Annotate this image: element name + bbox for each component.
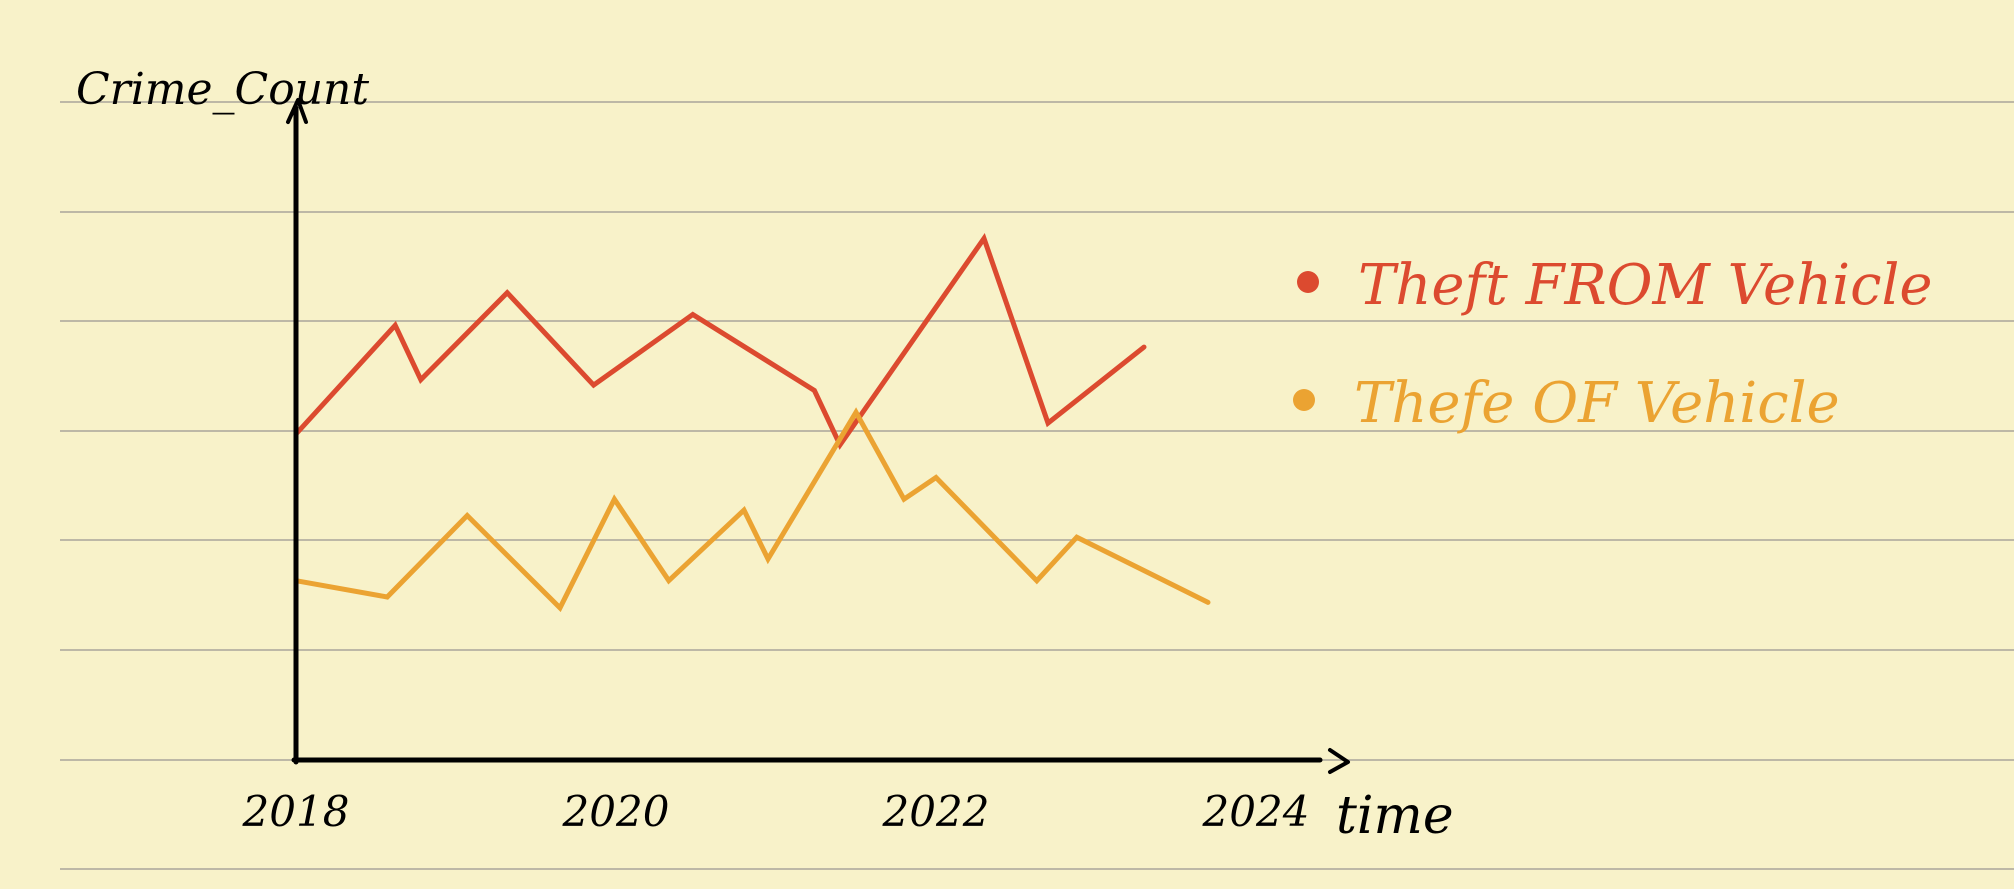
legend-label: Thefe OF Vehicle [1354, 371, 1840, 436]
x-tick-label: 2022 [882, 787, 990, 836]
series-layer [293, 232, 1211, 613]
legend-item: Thefe OF Vehicle [1293, 371, 1840, 436]
y-axis-label: Crime_Count [76, 64, 369, 115]
legend-item: Theft FROM Vehicle [1297, 253, 1933, 318]
x-tick-labels: 2018 2020 2022 2024 [242, 787, 1310, 836]
y-axis-arrow [286, 98, 308, 124]
x-tick-label: 2024 [1202, 787, 1310, 836]
x-axis-arrow [1328, 748, 1350, 774]
x-tick-label: 2020 [562, 787, 670, 836]
x-axis-label: time [1336, 786, 1454, 846]
series-line-theft-of-vehicle [293, 407, 1211, 613]
series-line-theft-from-vehicle [293, 232, 1147, 450]
paper-ruled-lines [60, 101, 2014, 870]
legend-label: Theft FROM Vehicle [1358, 253, 1933, 318]
legend: Theft FROM Vehicle Thefe OF Vehicle [1293, 253, 1933, 436]
legend-marker [1297, 271, 1319, 293]
x-tick-label: 2018 [242, 787, 350, 836]
legend-marker [1293, 389, 1315, 411]
